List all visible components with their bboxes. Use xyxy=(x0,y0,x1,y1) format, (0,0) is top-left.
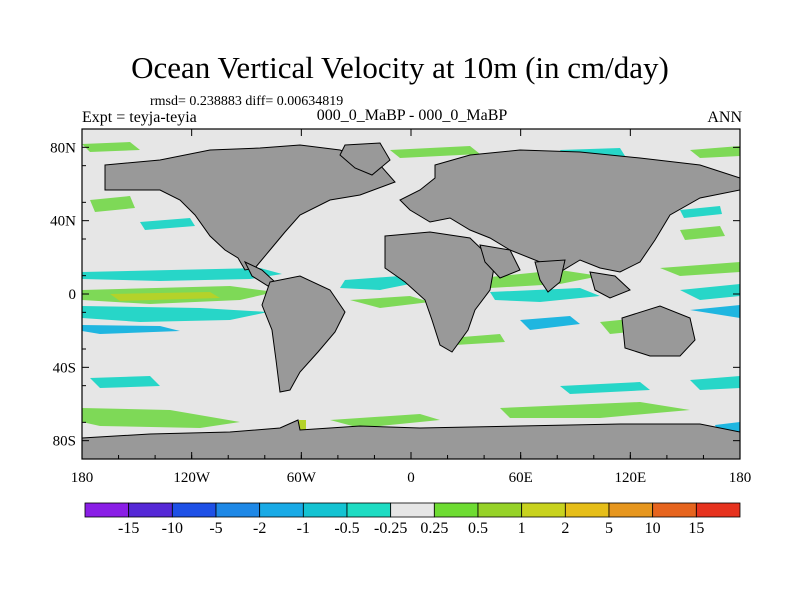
x-axis: 180 120W 60W 0 60E 120E 180 xyxy=(71,129,752,486)
x-tick-label: 180 xyxy=(729,470,752,486)
colorbar: -15 -10 -5 -2 -1 -0.5 -0.25 0.25 0.5 1 2 5 10 15 xyxy=(84,502,741,537)
patch-eq-pacific-upper xyxy=(82,268,282,281)
y-tick-label: 80S xyxy=(53,434,76,450)
colorbar-label: -15 xyxy=(118,520,139,537)
colorbar-label: 1 xyxy=(518,520,526,537)
land-se-asia xyxy=(589,271,631,299)
colorbar-label: -0.5 xyxy=(334,520,359,537)
patch-eq-pacific-lower xyxy=(82,306,268,322)
colorbar-swatch xyxy=(564,502,610,518)
patch-npac-4 xyxy=(680,206,722,218)
colorbar-label: 15 xyxy=(688,520,704,537)
colorbar-swatch xyxy=(390,502,435,518)
patch-wpac-3 xyxy=(690,305,740,318)
colorbar-swatch xyxy=(346,502,392,518)
patch-eq-pacific-band3 xyxy=(82,325,180,334)
patch-so-indian-teal xyxy=(560,382,650,394)
y-tick-label: 0 xyxy=(69,287,77,303)
patch-so-east xyxy=(690,376,740,390)
patch-eq-pacific-yellow xyxy=(110,292,220,301)
velocity-patches xyxy=(82,142,740,440)
colorbar-label: -1 xyxy=(297,520,310,537)
x-tick-label: 180 xyxy=(71,470,94,486)
land-australia xyxy=(621,305,696,357)
colorbar-swatch xyxy=(695,502,741,518)
colorbar-label: -10 xyxy=(162,520,183,537)
colorbar-label: -0.25 xyxy=(374,520,407,537)
patch-npac-2 xyxy=(140,218,195,230)
colorbar-label: 2 xyxy=(561,520,569,537)
y-axis: 80N 40N 0 40S 80S xyxy=(50,128,740,460)
patch-arctic-1 xyxy=(82,142,140,152)
patch-eq-atlantic xyxy=(340,276,420,290)
experiment-name: 000_0_MaBP - 000_0_MaBP xyxy=(316,107,508,124)
colorbar-swatch xyxy=(171,502,217,518)
map-title: Ocean Vertical Velocity at 10m (in cm/da… xyxy=(131,50,669,85)
colorbar-swatch xyxy=(302,502,348,518)
y-tick-label: 40N xyxy=(50,214,76,230)
y-tick-label: 80N xyxy=(50,140,76,156)
colorbar-swatch xyxy=(652,502,697,518)
colorbar-label: -5 xyxy=(209,520,222,537)
patch-indian-blue xyxy=(520,316,580,330)
x-tick-label: 0 xyxy=(407,470,415,486)
season-label: ANN xyxy=(707,109,742,126)
colorbar-swatch xyxy=(477,502,523,518)
land-india xyxy=(534,259,566,293)
colorbar-swatch xyxy=(433,502,479,518)
patch-arctic-4 xyxy=(690,146,740,158)
stats-text: rmsd= 0.238883 diff= 0.00634819 xyxy=(150,94,344,109)
x-tick-label: 60W xyxy=(287,470,317,486)
patch-wpac-2 xyxy=(680,284,740,300)
colorbar-label: 0.5 xyxy=(468,520,488,537)
x-tick-label: 120E xyxy=(614,470,646,486)
land-eurasia xyxy=(399,149,741,273)
patch-so-pacific xyxy=(82,408,240,428)
patch-arctic-2 xyxy=(390,146,480,158)
land-masses xyxy=(81,142,741,460)
patch-eq-atlantic-green xyxy=(350,296,430,308)
colorbar-label: 10 xyxy=(645,520,661,537)
colorbar-swatch xyxy=(259,502,304,518)
colorbar-swatch xyxy=(215,502,261,518)
land-africa xyxy=(384,231,496,353)
land-arabia xyxy=(479,244,521,279)
patch-indian-teal xyxy=(490,288,600,302)
colorbar-swatch xyxy=(128,502,173,518)
x-tick-label: 120W xyxy=(173,470,211,486)
colorbar-swatch xyxy=(84,502,130,518)
patch-npac-3 xyxy=(680,226,725,240)
land-south-america xyxy=(261,275,346,393)
colorbar-label: 5 xyxy=(605,520,613,537)
land-greenland xyxy=(339,142,391,176)
patch-so-pacific-teal xyxy=(90,376,160,388)
x-tick-label: 60E xyxy=(509,470,533,486)
colorbar-label: -2 xyxy=(253,520,266,537)
colorbar-swatch xyxy=(608,502,654,518)
experiment-label: Expt = teyja-teyia xyxy=(82,109,197,126)
patch-so-indian xyxy=(500,402,690,418)
patch-so-atlantic xyxy=(330,414,440,428)
patch-npac-1 xyxy=(90,196,135,212)
colorbar-swatch xyxy=(521,502,566,518)
patch-wpac-1 xyxy=(660,262,740,276)
land-north-america xyxy=(104,144,396,271)
colorbar-label: 0.25 xyxy=(420,520,448,537)
y-tick-label: 40S xyxy=(53,360,76,376)
patch-indian-green2 xyxy=(450,334,505,345)
